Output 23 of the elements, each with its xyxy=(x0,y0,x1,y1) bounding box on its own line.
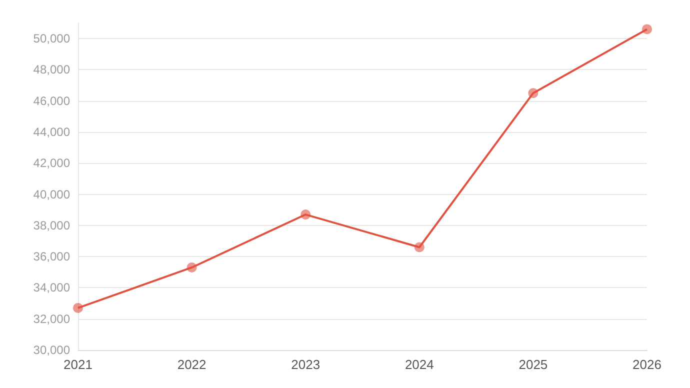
y-tick-label: 44,000 xyxy=(33,125,70,139)
point xyxy=(186,262,197,272)
y-tick-label: 30,000 xyxy=(33,343,70,357)
x-tick-label: 2022 xyxy=(177,357,206,372)
x-tick-label: 2023 xyxy=(291,357,320,372)
x-tick-label: 2026 xyxy=(632,357,662,372)
y-tick-label: 36,000 xyxy=(33,250,70,264)
y-tick-label: 48,000 xyxy=(33,62,70,77)
point xyxy=(300,210,311,220)
y-tick-label: 46,000 xyxy=(33,94,70,108)
y-tick-label: 40,000 xyxy=(33,187,70,202)
x-tick-label: 2025 xyxy=(518,357,548,372)
x-tick-label: 2021 xyxy=(64,357,92,372)
y-tick-label: 42,000 xyxy=(33,156,70,170)
y-tick-label: 32,000 xyxy=(33,312,70,326)
y-tick-label: 50,000 xyxy=(33,32,70,46)
point xyxy=(528,88,538,98)
y-tick-label: 34,000 xyxy=(33,280,70,295)
y-tick-label: 38,000 xyxy=(33,218,70,232)
point xyxy=(642,24,652,34)
point xyxy=(73,302,83,313)
point xyxy=(414,242,424,252)
x-tick-label: 2024 xyxy=(404,357,434,372)
